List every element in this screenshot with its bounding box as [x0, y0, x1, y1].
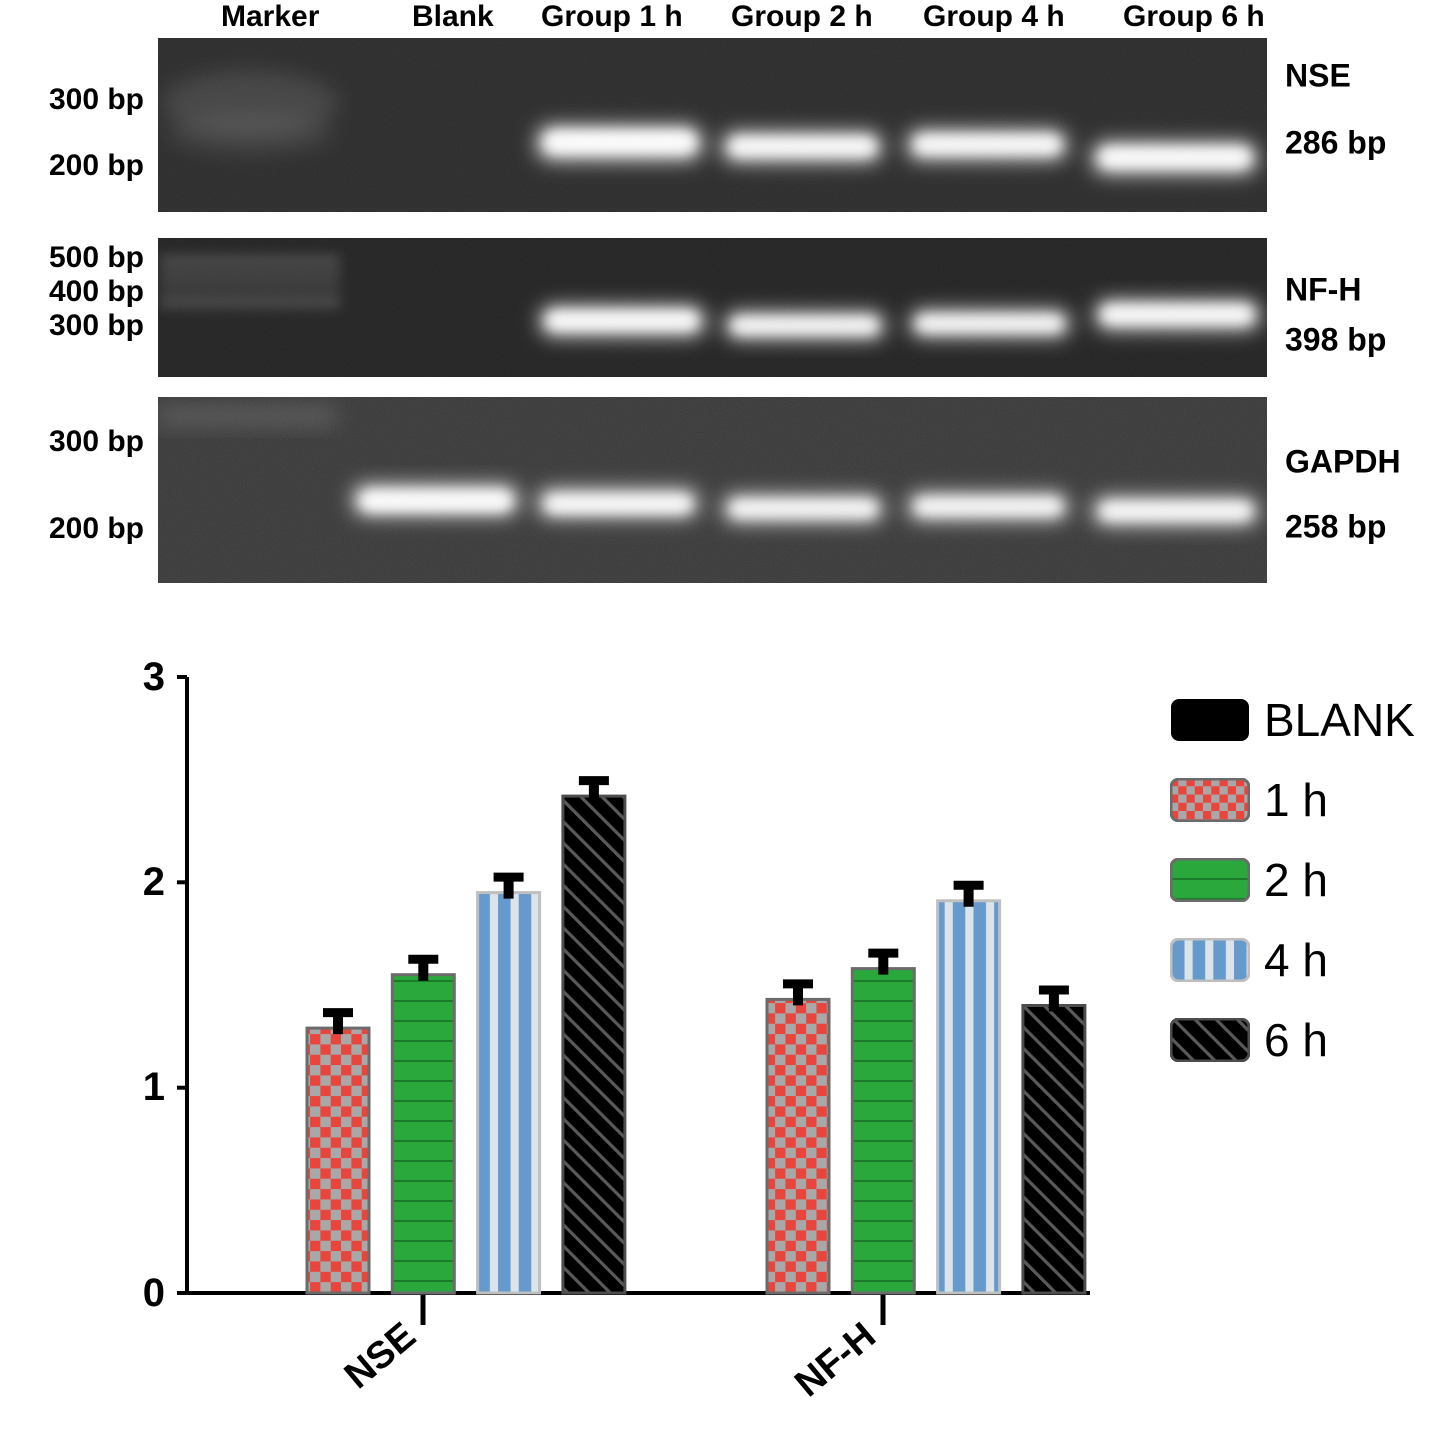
svg-text:3: 3 — [143, 655, 165, 699]
svg-text:2: 2 — [143, 860, 165, 904]
svg-text:1: 1 — [143, 1065, 165, 1109]
svg-text:0: 0 — [143, 1271, 165, 1315]
svg-text:NF-H: NF-H — [787, 1315, 884, 1406]
svg-text:NSE: NSE — [337, 1315, 424, 1397]
